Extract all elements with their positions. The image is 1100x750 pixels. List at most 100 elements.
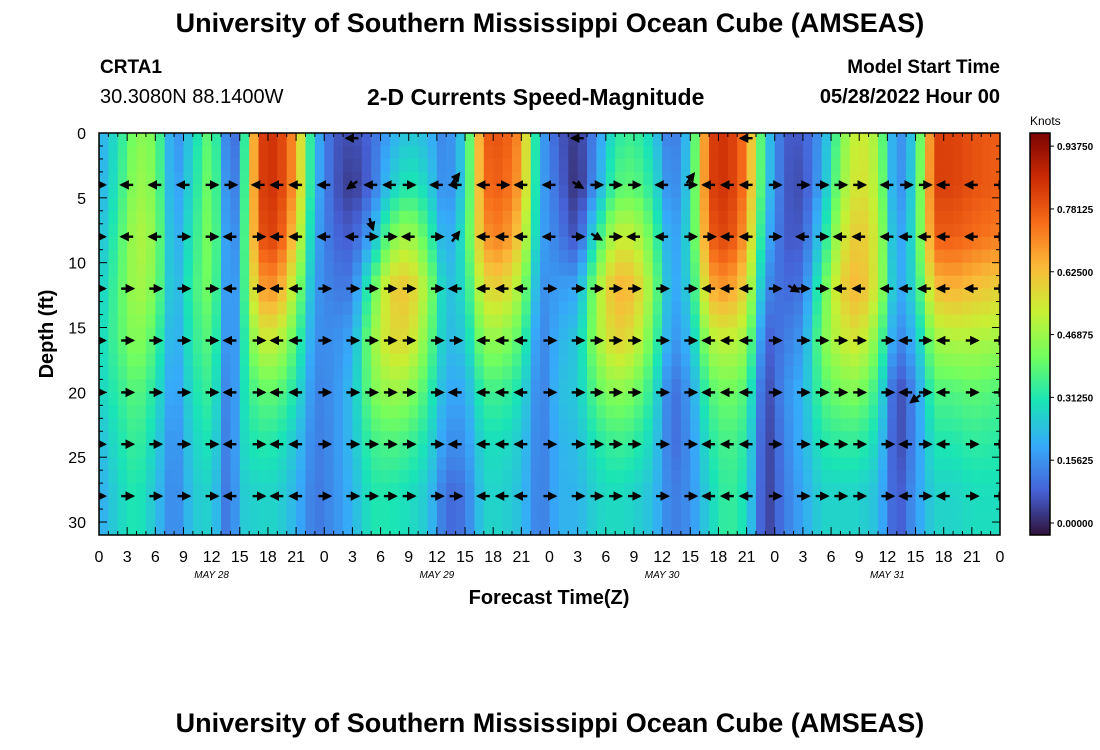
heat-cell [802,392,813,406]
heat-cell [117,379,128,393]
heat-cell [568,366,579,380]
heat-cell [971,171,982,186]
heat-cell [474,392,485,406]
x-tick-label: 3 [348,549,357,566]
heat-cell [455,197,466,212]
heat-cell [812,405,823,419]
heat-cell [164,249,175,264]
heat-cell [699,431,710,445]
heat-cell [211,379,222,393]
heat-cell [145,353,156,368]
heat-cell [221,522,231,535]
heat-cell [389,262,400,277]
heat-cell [127,483,138,497]
heat-cell [962,327,973,342]
heat-cell [643,236,654,251]
heat-cell [962,249,973,264]
heat-cell [436,210,447,225]
heat-cell [399,327,410,342]
heat-cell [361,210,372,225]
heat-cell [258,210,269,225]
heat-cell [352,522,363,535]
heat-cell [962,379,973,393]
heat-cell [690,379,701,393]
heat-cell [361,133,372,147]
heat-cell [971,314,982,329]
heat-cell [221,249,231,264]
heat-cell [239,249,250,264]
heat-cell [568,470,579,484]
heat-cell [249,223,260,238]
heat-cell [699,275,710,290]
heat-cell [483,197,494,212]
heat-cell [155,379,166,393]
heat-cell [314,133,325,147]
heat-cell [690,340,701,355]
heat-cell [596,457,607,471]
heat-cell [953,197,964,212]
heat-cell [258,379,269,393]
heat-cell [117,340,128,355]
heat-cell [690,184,701,199]
heat-cell [587,483,598,497]
heat-cell [615,171,626,186]
heat-cell [849,444,860,458]
heat-cell [615,366,626,380]
vector-shaft [571,179,585,189]
heat-cell [183,210,194,225]
heat-cell [934,340,945,355]
colorbar-tick-label: 0.93750 [1057,142,1094,153]
heat-cell [483,288,494,303]
heat-cell [117,418,128,432]
heat-cell [343,288,354,303]
heat-cell [155,392,166,406]
heat-cell [399,158,410,173]
heat-cell [258,392,269,406]
heat-cell [136,236,147,251]
heat-cell [127,223,138,238]
heat-cell [981,405,992,419]
heat-cell [774,171,785,186]
heat-cell [127,522,138,535]
heat-cell [774,522,785,535]
heat-cell [934,301,945,316]
heat-cell [446,133,457,147]
heat-cell [399,236,410,251]
heat-cell [587,314,598,329]
heat-cell [577,418,588,432]
heat-cell [418,418,429,432]
heat-cell [136,431,147,445]
heat-cell [286,327,297,342]
heat-cell [127,133,138,147]
heat-cell [427,288,438,303]
heat-cell [690,392,701,406]
heat-cell [934,288,945,303]
heat-cell [633,483,644,497]
heat-cell [521,418,532,432]
heat-cell [343,223,354,238]
heat-cell [324,392,335,406]
heat-cell [211,405,222,419]
heat-cell [877,275,888,290]
heat-cell [981,288,992,303]
heat-cell [155,210,166,225]
heat-cell [680,366,691,380]
heat-cell [746,444,757,458]
heat-cell [793,483,804,497]
heat-cell [605,379,616,393]
heat-cell [540,249,551,264]
heat-cell [127,470,138,484]
heat-cell [145,509,156,523]
heat-cell [690,470,701,484]
heat-cell [549,418,560,432]
heat-cell [174,470,185,484]
vector-shaft [685,172,696,184]
heat-cell [605,418,616,432]
heat-cell [117,301,128,316]
heat-cell [221,197,231,212]
heat-cell [962,483,973,497]
heat-cell [859,210,870,225]
heat-cell [831,145,842,160]
heat-cell [474,457,485,471]
heat-cell [408,327,419,342]
